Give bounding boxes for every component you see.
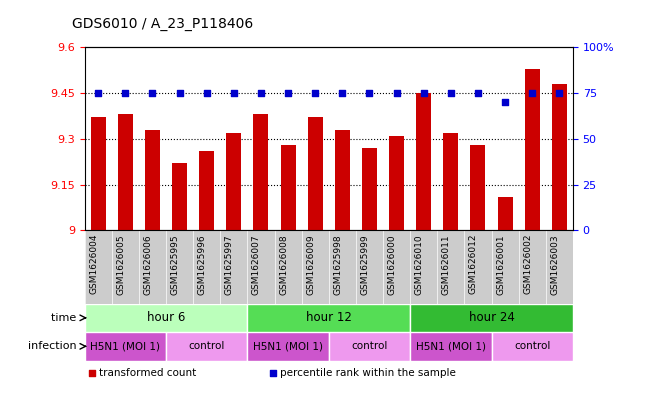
Bar xyxy=(85,332,166,360)
Point xyxy=(473,90,483,96)
Text: infection: infection xyxy=(27,342,79,351)
Text: GSM1626010: GSM1626010 xyxy=(415,234,424,295)
Text: GSM1626002: GSM1626002 xyxy=(523,234,533,294)
Bar xyxy=(172,163,187,230)
Text: GSM1626008: GSM1626008 xyxy=(279,234,288,295)
Point xyxy=(120,90,130,96)
Text: H5N1 (MOI 1): H5N1 (MOI 1) xyxy=(90,342,160,351)
Bar xyxy=(525,68,540,230)
Bar xyxy=(118,114,133,230)
Bar xyxy=(281,145,296,230)
Text: GSM1625999: GSM1625999 xyxy=(361,234,370,295)
Bar xyxy=(552,84,567,230)
Text: GSM1625997: GSM1625997 xyxy=(225,234,234,295)
Bar xyxy=(329,332,410,360)
Text: GSM1626007: GSM1626007 xyxy=(252,234,261,295)
Bar xyxy=(471,145,486,230)
Point xyxy=(365,90,375,96)
Bar xyxy=(362,148,377,230)
Text: GSM1626000: GSM1626000 xyxy=(387,234,396,295)
Text: GSM1626009: GSM1626009 xyxy=(306,234,315,295)
Bar xyxy=(85,303,247,332)
Point xyxy=(500,99,510,105)
Text: percentile rank within the sample: percentile rank within the sample xyxy=(280,368,456,378)
Bar xyxy=(90,118,105,230)
Text: control: control xyxy=(352,342,387,351)
Bar xyxy=(416,93,431,230)
Text: hour 12: hour 12 xyxy=(306,311,352,324)
Point xyxy=(445,90,456,96)
Point xyxy=(419,90,429,96)
Text: hour 24: hour 24 xyxy=(469,311,514,324)
Text: GSM1626012: GSM1626012 xyxy=(469,234,478,294)
Point xyxy=(337,90,348,96)
Bar xyxy=(247,303,410,332)
Text: transformed count: transformed count xyxy=(99,368,197,378)
Text: GSM1626001: GSM1626001 xyxy=(496,234,505,295)
Point xyxy=(390,229,400,235)
Bar xyxy=(145,130,160,230)
Text: hour 6: hour 6 xyxy=(147,311,185,324)
Bar xyxy=(253,114,268,230)
Text: GSM1626004: GSM1626004 xyxy=(89,234,98,294)
Point xyxy=(283,90,293,96)
Text: GSM1626005: GSM1626005 xyxy=(117,234,125,295)
Point xyxy=(391,90,402,96)
Text: GDS6010 / A_23_P118406: GDS6010 / A_23_P118406 xyxy=(72,17,253,31)
Bar xyxy=(335,130,350,230)
Bar xyxy=(308,118,323,230)
Text: control: control xyxy=(514,342,550,351)
Text: GSM1626006: GSM1626006 xyxy=(143,234,152,295)
Text: control: control xyxy=(189,342,225,351)
Bar xyxy=(199,151,214,230)
Bar xyxy=(497,197,512,230)
Bar xyxy=(410,303,573,332)
Bar xyxy=(443,133,458,230)
Text: H5N1 (MOI 1): H5N1 (MOI 1) xyxy=(253,342,323,351)
Bar xyxy=(410,332,492,360)
Point xyxy=(147,90,158,96)
Bar xyxy=(166,332,247,360)
Point xyxy=(256,90,266,96)
Text: GSM1626003: GSM1626003 xyxy=(550,234,559,295)
Point xyxy=(174,90,185,96)
Text: GSM1625998: GSM1625998 xyxy=(333,234,342,295)
Point xyxy=(93,90,104,96)
Text: GSM1626011: GSM1626011 xyxy=(442,234,450,295)
Point xyxy=(554,90,564,96)
Point xyxy=(310,90,320,96)
Point xyxy=(202,90,212,96)
Bar xyxy=(247,332,329,360)
Bar xyxy=(389,136,404,230)
Point xyxy=(229,90,239,96)
Bar xyxy=(85,230,573,303)
Text: time: time xyxy=(51,313,79,323)
Text: GSM1625995: GSM1625995 xyxy=(171,234,180,295)
Text: GSM1625996: GSM1625996 xyxy=(198,234,207,295)
Bar xyxy=(227,133,242,230)
Bar xyxy=(492,332,573,360)
Text: H5N1 (MOI 1): H5N1 (MOI 1) xyxy=(416,342,486,351)
Point xyxy=(527,90,538,96)
